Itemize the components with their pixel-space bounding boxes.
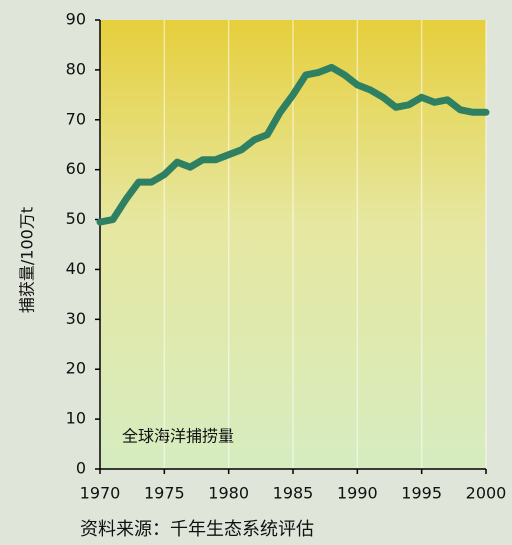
y-tick-label: 90 <box>66 10 86 29</box>
y-tick-label: 80 <box>66 59 86 78</box>
data-line <box>96 63 490 226</box>
y-tick-label: 60 <box>66 159 86 178</box>
y-tick-label: 0 <box>76 459 86 478</box>
y-tick-label: 30 <box>66 309 86 328</box>
x-tick-label: 1995 <box>401 484 442 503</box>
y-tick-label: 50 <box>66 209 86 228</box>
x-tick-label: 1990 <box>337 484 378 503</box>
annotation: 全球海洋捕捞量 <box>122 427 234 446</box>
y-tick-label: 70 <box>66 109 86 128</box>
x-tick-label: 1970 <box>80 484 121 503</box>
y-axis-label: 捕获量/100万t <box>18 207 37 313</box>
x-tick-label: 1985 <box>273 484 314 503</box>
x-tick-label: 2000 <box>466 484 507 503</box>
x-tick-label: 1975 <box>144 484 185 503</box>
y-tick-label: 20 <box>66 359 86 378</box>
x-tick-label: 1980 <box>208 484 249 503</box>
y-tick-label: 10 <box>66 409 86 428</box>
source: 资料来源：千年生态系统评估 <box>80 519 314 540</box>
y-tick-label: 40 <box>66 259 86 278</box>
